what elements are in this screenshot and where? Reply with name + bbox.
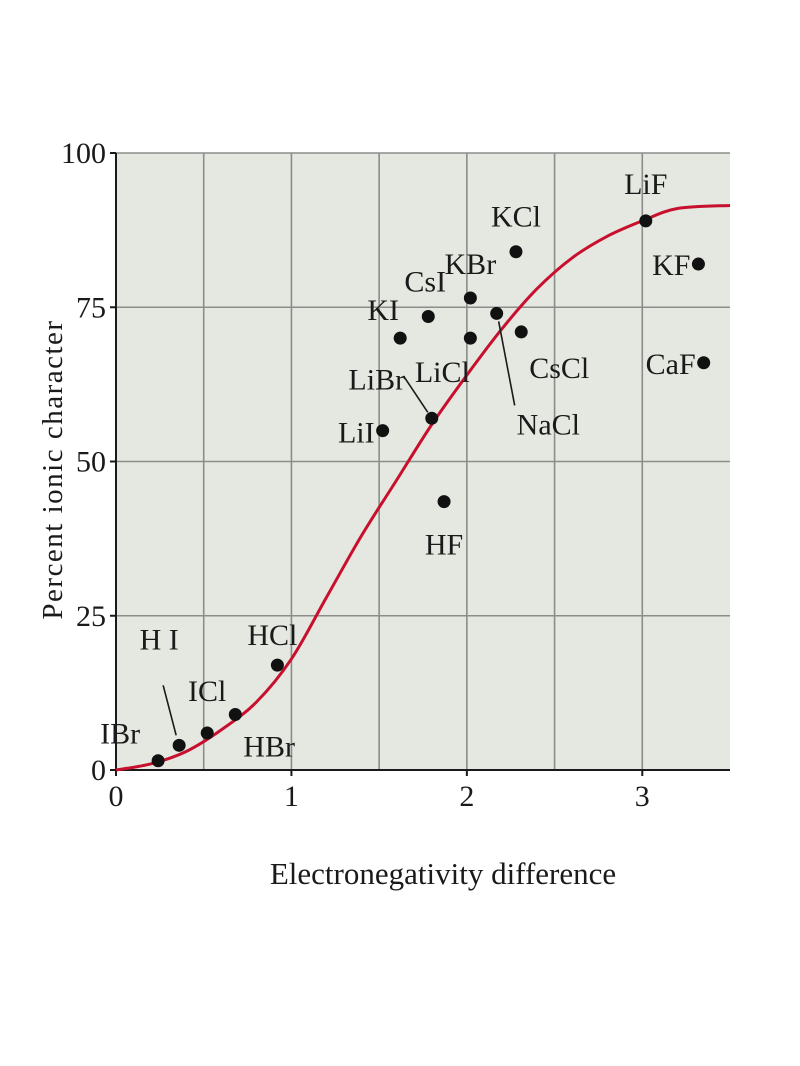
curve-group	[115, 203, 731, 772]
point-label-ki: KI	[367, 294, 399, 327]
point-caf	[697, 356, 711, 370]
grid-lines	[116, 152, 730, 770]
point-kcl	[509, 245, 523, 259]
point-nacl	[490, 306, 504, 320]
point-kbr	[463, 291, 477, 305]
point-label-csi: CsI	[404, 266, 446, 299]
point-label-lif: LiF	[624, 168, 667, 201]
point-label-icl: ICl	[188, 675, 226, 708]
point-lii	[376, 424, 390, 438]
point-kf	[691, 257, 705, 271]
point-cscl	[514, 325, 528, 339]
x-tick-label: 2	[459, 780, 474, 813]
point-label-kf: KF	[652, 249, 690, 282]
point-label-lii: LiI	[338, 417, 375, 450]
x-axis-title: Electronegativity difference	[270, 856, 616, 891]
leader-line-libr	[403, 375, 429, 413]
y-tick-label: 0	[91, 754, 106, 787]
y-axis-title: Percent ionic character	[37, 319, 69, 619]
point-hi	[172, 738, 186, 752]
point-label-hf: HF	[425, 529, 463, 562]
x-tick-label: 3	[635, 780, 650, 813]
x-tick-label: 0	[109, 780, 124, 813]
point-hcl	[270, 658, 284, 672]
point-label-hi: H I	[140, 623, 179, 656]
y-tick-label: 75	[76, 291, 106, 324]
point-label-kbr: KBr	[445, 248, 497, 281]
point-label-caf: CaF	[646, 348, 696, 381]
point-label-cscl: CsCl	[529, 352, 589, 385]
y-tick-label: 25	[76, 600, 106, 633]
point-label-hcl: HCl	[247, 619, 297, 652]
point-icl	[200, 726, 214, 740]
tick-labels: 0 25 50 75 100 0 1 2 3	[61, 137, 650, 813]
point-csi	[421, 310, 435, 324]
point-label-libr: LiBr	[348, 363, 405, 396]
leader-line-hi	[162, 685, 177, 736]
point-licl	[463, 331, 477, 345]
point-label-kcl: KCl	[491, 201, 541, 234]
y-tick-label: 50	[76, 446, 106, 479]
data-points	[151, 214, 711, 768]
point-label-ibr: IBr	[100, 718, 140, 751]
leader-line-nacl	[497, 321, 516, 406]
point-lif	[639, 214, 653, 228]
point-ibr	[151, 754, 165, 768]
axes	[110, 152, 730, 776]
point-ki	[393, 331, 407, 345]
ionic-character-curve	[115, 203, 731, 772]
point-libr	[425, 411, 439, 425]
point-label-hbr: HBr	[243, 730, 295, 763]
y-tick-label: 100	[61, 137, 106, 170]
point-label-nacl: NaCl	[517, 408, 580, 441]
point-hbr	[228, 707, 242, 721]
x-tick-label: 1	[284, 780, 299, 813]
point-hf	[437, 495, 451, 509]
point-label-licl: LiCl	[415, 356, 470, 389]
point-labels: IBr H I ICl HBr HCl LiI KI LiBr CsI HF KBr LiCl NaCl…	[100, 168, 696, 764]
